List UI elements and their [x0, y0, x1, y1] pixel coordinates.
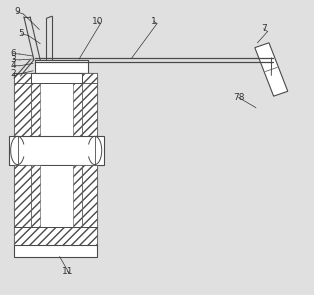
Bar — [31, 165, 40, 227]
Bar — [82, 73, 97, 136]
Bar — [31, 165, 82, 227]
Text: 1: 1 — [151, 17, 157, 26]
Text: 3: 3 — [10, 55, 16, 64]
Bar — [73, 165, 82, 227]
Bar — [82, 165, 97, 227]
Bar — [35, 60, 88, 73]
Bar — [31, 83, 40, 136]
Bar — [35, 60, 88, 73]
Text: 6: 6 — [10, 49, 16, 58]
Bar — [14, 73, 31, 136]
Bar — [14, 165, 31, 227]
Bar — [31, 83, 82, 136]
Text: 7: 7 — [261, 24, 267, 33]
Bar — [14, 227, 97, 245]
Text: 78: 78 — [233, 93, 244, 102]
Bar — [255, 43, 288, 96]
Text: 9: 9 — [14, 7, 20, 16]
Bar — [14, 73, 97, 257]
Bar — [73, 83, 82, 136]
Bar — [9, 136, 104, 165]
Text: 10: 10 — [92, 17, 103, 26]
Text: 11: 11 — [62, 267, 73, 276]
Text: 2: 2 — [10, 69, 16, 78]
Text: 4: 4 — [10, 61, 16, 70]
Text: 5: 5 — [19, 30, 24, 38]
